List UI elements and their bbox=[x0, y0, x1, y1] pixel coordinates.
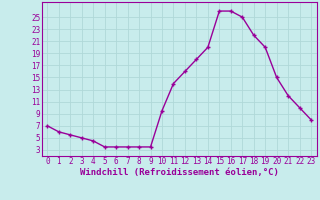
X-axis label: Windchill (Refroidissement éolien,°C): Windchill (Refroidissement éolien,°C) bbox=[80, 168, 279, 177]
